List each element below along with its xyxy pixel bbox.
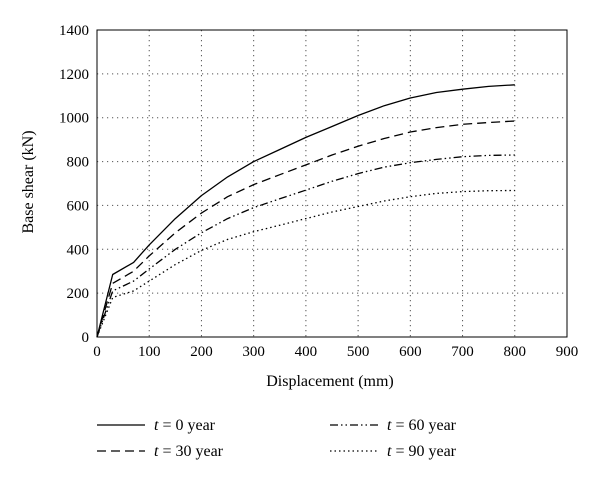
legend-label: t = 30 year [154,443,224,460]
x-tick-label: 200 [190,344,213,360]
y-tick-label: 1200 [59,67,89,83]
x-tick-label: 600 [399,344,422,360]
series-line-4 [96,189,515,338]
series-layer [96,84,515,338]
series-line-3 [96,154,515,338]
plot-frame [96,29,568,338]
y-tick-label: 1400 [59,23,89,39]
x-tick-label: 100 [138,344,161,360]
legend-item-3: t = 60 year [330,417,457,434]
x-tick-label: 400 [295,344,318,360]
legend: t = 0 year t = 30 year t = 60 year t = 90 y… [97,417,457,460]
legend-label: t = 90 year [387,443,457,460]
x-tick-label: 500 [347,344,370,360]
legend-item-1: t = 0 year [97,417,216,434]
y-tick-label: 200 [67,286,90,302]
x-tick-label: 800 [504,344,527,360]
y-tick-label: 1000 [59,111,89,127]
series-line-1 [96,84,515,338]
legend-label: t = 0 year [154,417,216,434]
grid [97,29,568,337]
x-tick-label: 900 [556,344,579,360]
x-axis-label: Displacement (mm) [266,373,394,390]
y-tick-label: 400 [67,242,90,258]
x-tick-label: 300 [242,344,265,360]
legend-label: t = 60 year [387,417,457,434]
legend-item-4: t = 90 year [330,443,457,460]
axes [96,29,568,338]
series-line-2 [96,120,515,338]
y-tick-label: 800 [67,155,90,171]
y-tick-label: 600 [67,198,90,214]
y-axis-label: Base shear (kN) [20,130,37,233]
y-tick-label: 0 [82,330,90,346]
legend-item-2: t = 30 year [97,443,224,460]
x-tick-label: 700 [451,344,474,360]
ticks: 0 100 200 300 400 500 600 700 800 900 0 200 400 600 80… [59,23,578,360]
x-tick-label: 0 [93,344,101,360]
